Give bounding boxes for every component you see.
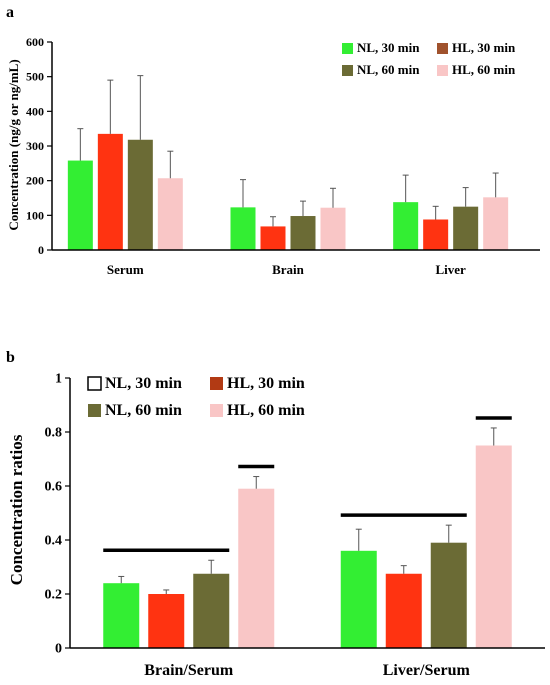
b-y-tick-label: 0.8 <box>45 426 63 441</box>
b-legend-swatch <box>210 404 223 417</box>
b-legend-swatch <box>210 377 223 390</box>
a-category-label: Serum <box>107 262 144 277</box>
a-category-label: Liver <box>436 262 467 277</box>
a-bar <box>97 133 123 250</box>
b-bar <box>238 488 275 648</box>
a-y-tick-label: 600 <box>26 35 44 49</box>
a-y-tick-label: 0 <box>38 243 44 257</box>
a-bar <box>157 178 183 250</box>
a-legend-swatch <box>437 65 448 76</box>
b-bar <box>340 550 377 648</box>
b-category-label: Brain/Serum <box>144 662 234 679</box>
b-bar <box>385 573 422 648</box>
b-legend-label: HL, 60 min <box>227 402 305 419</box>
a-category-label: Brain <box>272 262 305 277</box>
a-y-tick-label: 100 <box>26 208 44 222</box>
panel-a-label: a <box>6 4 14 21</box>
a-legend-swatch <box>437 43 448 54</box>
b-bar <box>103 583 140 648</box>
a-bar <box>230 207 256 250</box>
b-legend-swatch <box>88 404 101 417</box>
a-legend-label: NL, 30 min <box>357 40 420 55</box>
b-legend-swatch <box>87 376 102 391</box>
a-legend-label: HL, 30 min <box>452 40 516 55</box>
a-bar <box>67 160 93 250</box>
panel-a-y-axis-label: Concentration (ng/g or ng/mL) <box>6 59 21 230</box>
panel-b-y-axis-label: Concentration ratios <box>7 434 26 585</box>
a-bar <box>483 197 509 250</box>
a-y-tick-label: 200 <box>26 174 44 188</box>
a-legend-label: NL, 60 min <box>357 62 420 77</box>
panel-b-chart: b Concentration ratios 0 0.2 0.4 0.6 0.8 1 Br… <box>6 349 545 679</box>
a-bar <box>290 216 316 250</box>
a-legend-swatch <box>342 43 353 54</box>
b-bar <box>193 573 230 648</box>
panel-a-chart: a Concentration (ng/g or ng/mL) 0 100 200 3… <box>6 4 540 277</box>
b-bar <box>475 445 512 648</box>
a-bar <box>393 202 419 250</box>
a-y-tick-label: 500 <box>26 70 44 84</box>
b-y-tick-label: 1 <box>55 372 62 387</box>
a-bar <box>423 219 449 250</box>
b-legend-label: HL, 30 min <box>227 375 305 392</box>
a-legend-label: HL, 60 min <box>452 62 516 77</box>
a-bar <box>127 139 153 250</box>
b-y-tick-label: 0.4 <box>45 534 63 549</box>
panel-b-label: b <box>6 349 15 366</box>
a-y-tick-label: 300 <box>26 139 44 153</box>
a-bar <box>320 207 346 250</box>
b-legend-label: NL, 30 min <box>105 375 182 392</box>
b-y-tick-label: 0.2 <box>45 588 63 603</box>
b-bar <box>430 542 467 648</box>
a-y-tick-label: 400 <box>26 104 44 118</box>
b-y-tick-label: 0.6 <box>45 480 63 495</box>
a-bar <box>453 206 479 250</box>
b-bar <box>148 594 185 648</box>
a-legend-swatch <box>342 65 353 76</box>
b-y-tick-label: 0 <box>55 642 62 657</box>
b-category-label: Liver/Serum <box>383 662 471 679</box>
b-legend-label: NL, 60 min <box>105 402 182 419</box>
a-bar <box>260 226 286 250</box>
